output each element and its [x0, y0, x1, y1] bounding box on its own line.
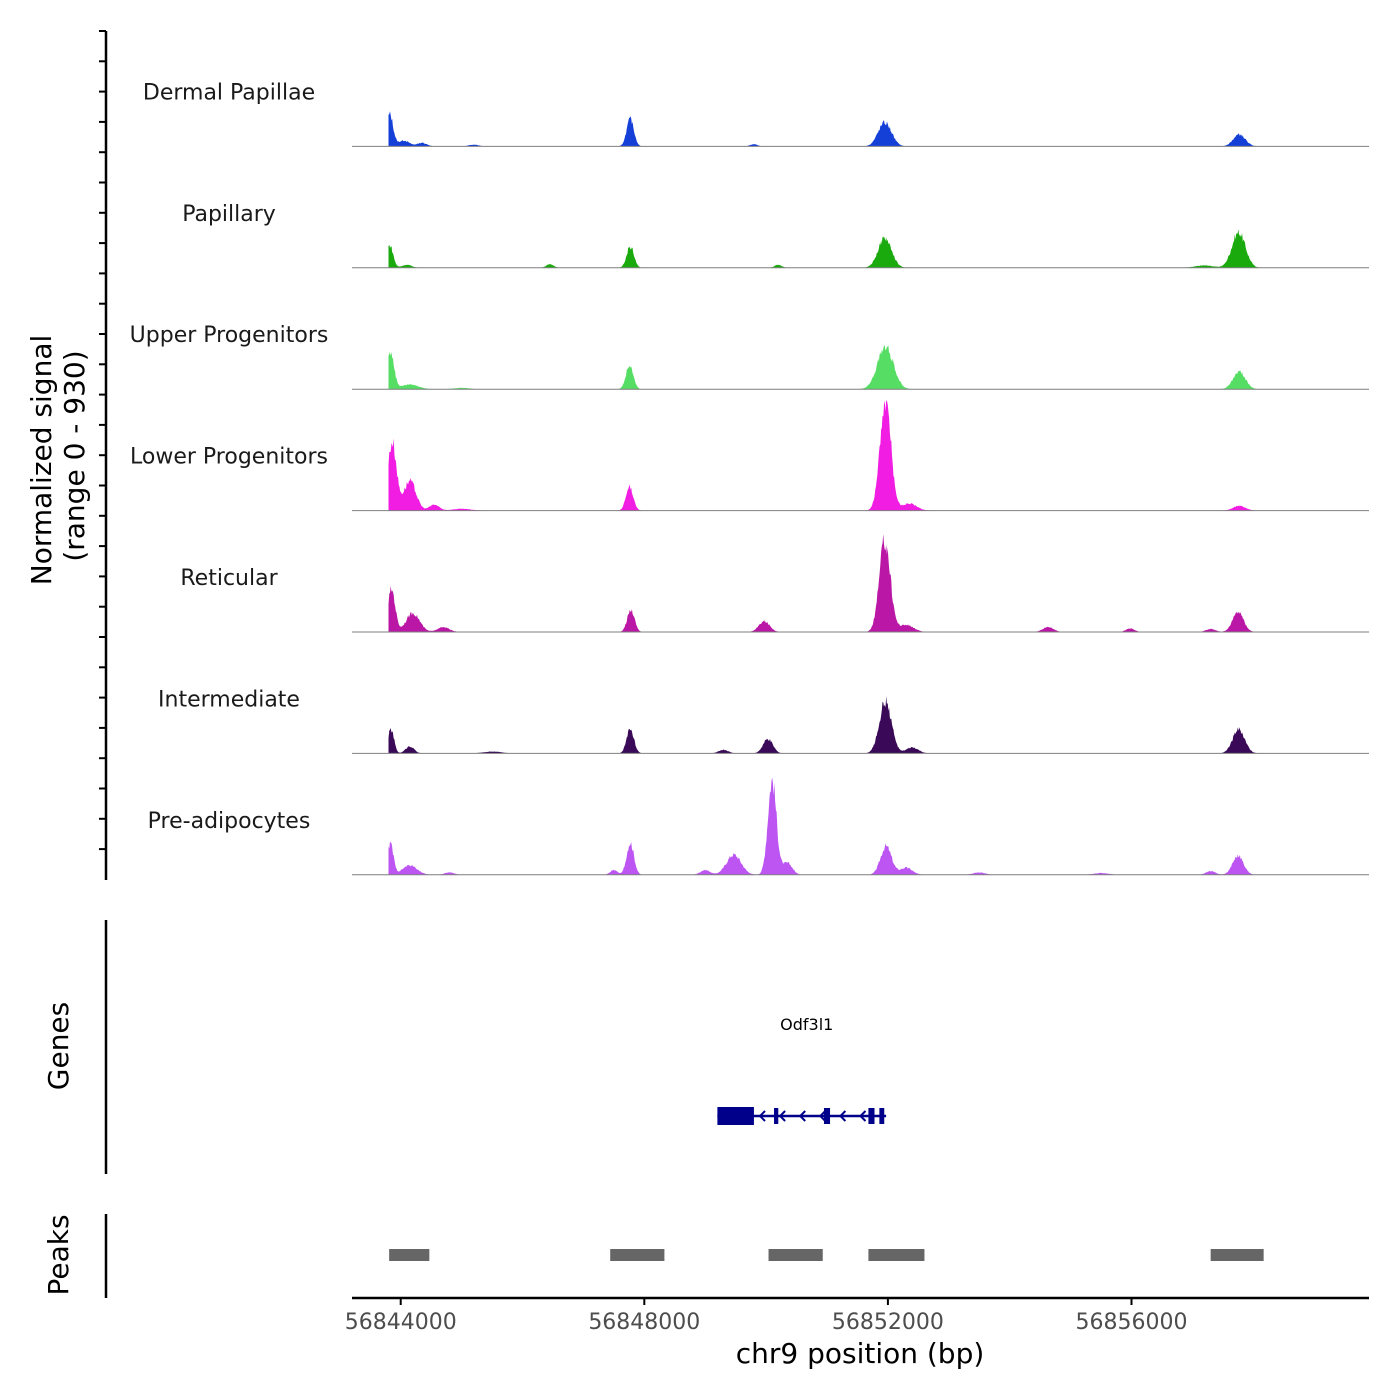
y-axis-title-line2: (range 0 - 930) [58, 350, 91, 561]
strand-arrow [758, 1110, 766, 1122]
track-label: Lower Progenitors [130, 445, 328, 470]
coverage-track: Reticular [180, 534, 1369, 633]
x-axis-title: chr9 position (bp) [736, 1337, 985, 1370]
x-tick-label: 56852000 [832, 1310, 944, 1335]
peaks-track-title: Peaks [42, 1214, 75, 1295]
peak-region [868, 1249, 925, 1261]
track-label: Pre-adipocytes [148, 809, 311, 834]
strand-arrow [838, 1110, 847, 1122]
peak-region [768, 1249, 823, 1261]
peak-region [1210, 1249, 1264, 1261]
y-axis-title-line1: Normalized signal [25, 335, 58, 586]
coverage-track: Papillary [182, 202, 1369, 269]
coverage-track: Upper Progenitors [130, 323, 1369, 390]
track-label: Intermediate [158, 687, 300, 712]
peak-region [610, 1249, 665, 1261]
x-tick-label: 56844000 [345, 1310, 457, 1335]
coverage-tracks: Dermal Papillae Papillary Upper Progenitor… [130, 80, 1369, 876]
gene-exon [868, 1108, 875, 1124]
peak-regions-track [389, 1249, 1264, 1261]
genes-track-title: Genes [42, 1002, 75, 1090]
gene-label: Odf3l1 [780, 1015, 833, 1034]
gene-exon [717, 1107, 754, 1125]
track-label: Reticular [180, 566, 278, 591]
x-axis-ticks: 56844000 56848000 56852000 56856000 [345, 1298, 1188, 1335]
coverage-area [388, 777, 1309, 875]
strand-arrow [798, 1110, 806, 1122]
strand-arrow [859, 1110, 867, 1122]
x-tick-label: 56856000 [1076, 1310, 1188, 1335]
coverage-area [388, 111, 1309, 147]
track-label: Dermal Papillae [143, 80, 315, 105]
track-label: Papillary [182, 202, 276, 227]
gene-exon [879, 1108, 885, 1124]
coverage-area [388, 345, 1309, 390]
gene-track: Odf3l1 [717, 1015, 887, 1125]
y-axis-ticks [99, 30, 106, 851]
coverage-track: Intermediate [158, 687, 1369, 754]
coverage-area [388, 229, 1309, 268]
coverage-track: Dermal Papillae [143, 80, 1369, 147]
gene-exon [823, 1108, 831, 1124]
x-tick-label: 56848000 [588, 1310, 700, 1335]
coverage-track: Pre-adipocytes [148, 777, 1369, 876]
track-label: Upper Progenitors [130, 323, 329, 348]
coverage-area [388, 534, 1309, 632]
coverage-area [388, 696, 1309, 754]
coverage-area [388, 400, 1309, 511]
strand-arrow [818, 1110, 827, 1122]
gene-exon [774, 1108, 779, 1124]
strand-arrow [778, 1110, 786, 1122]
coverage-track: Lower Progenitors [130, 400, 1369, 512]
peak-region [389, 1249, 430, 1261]
